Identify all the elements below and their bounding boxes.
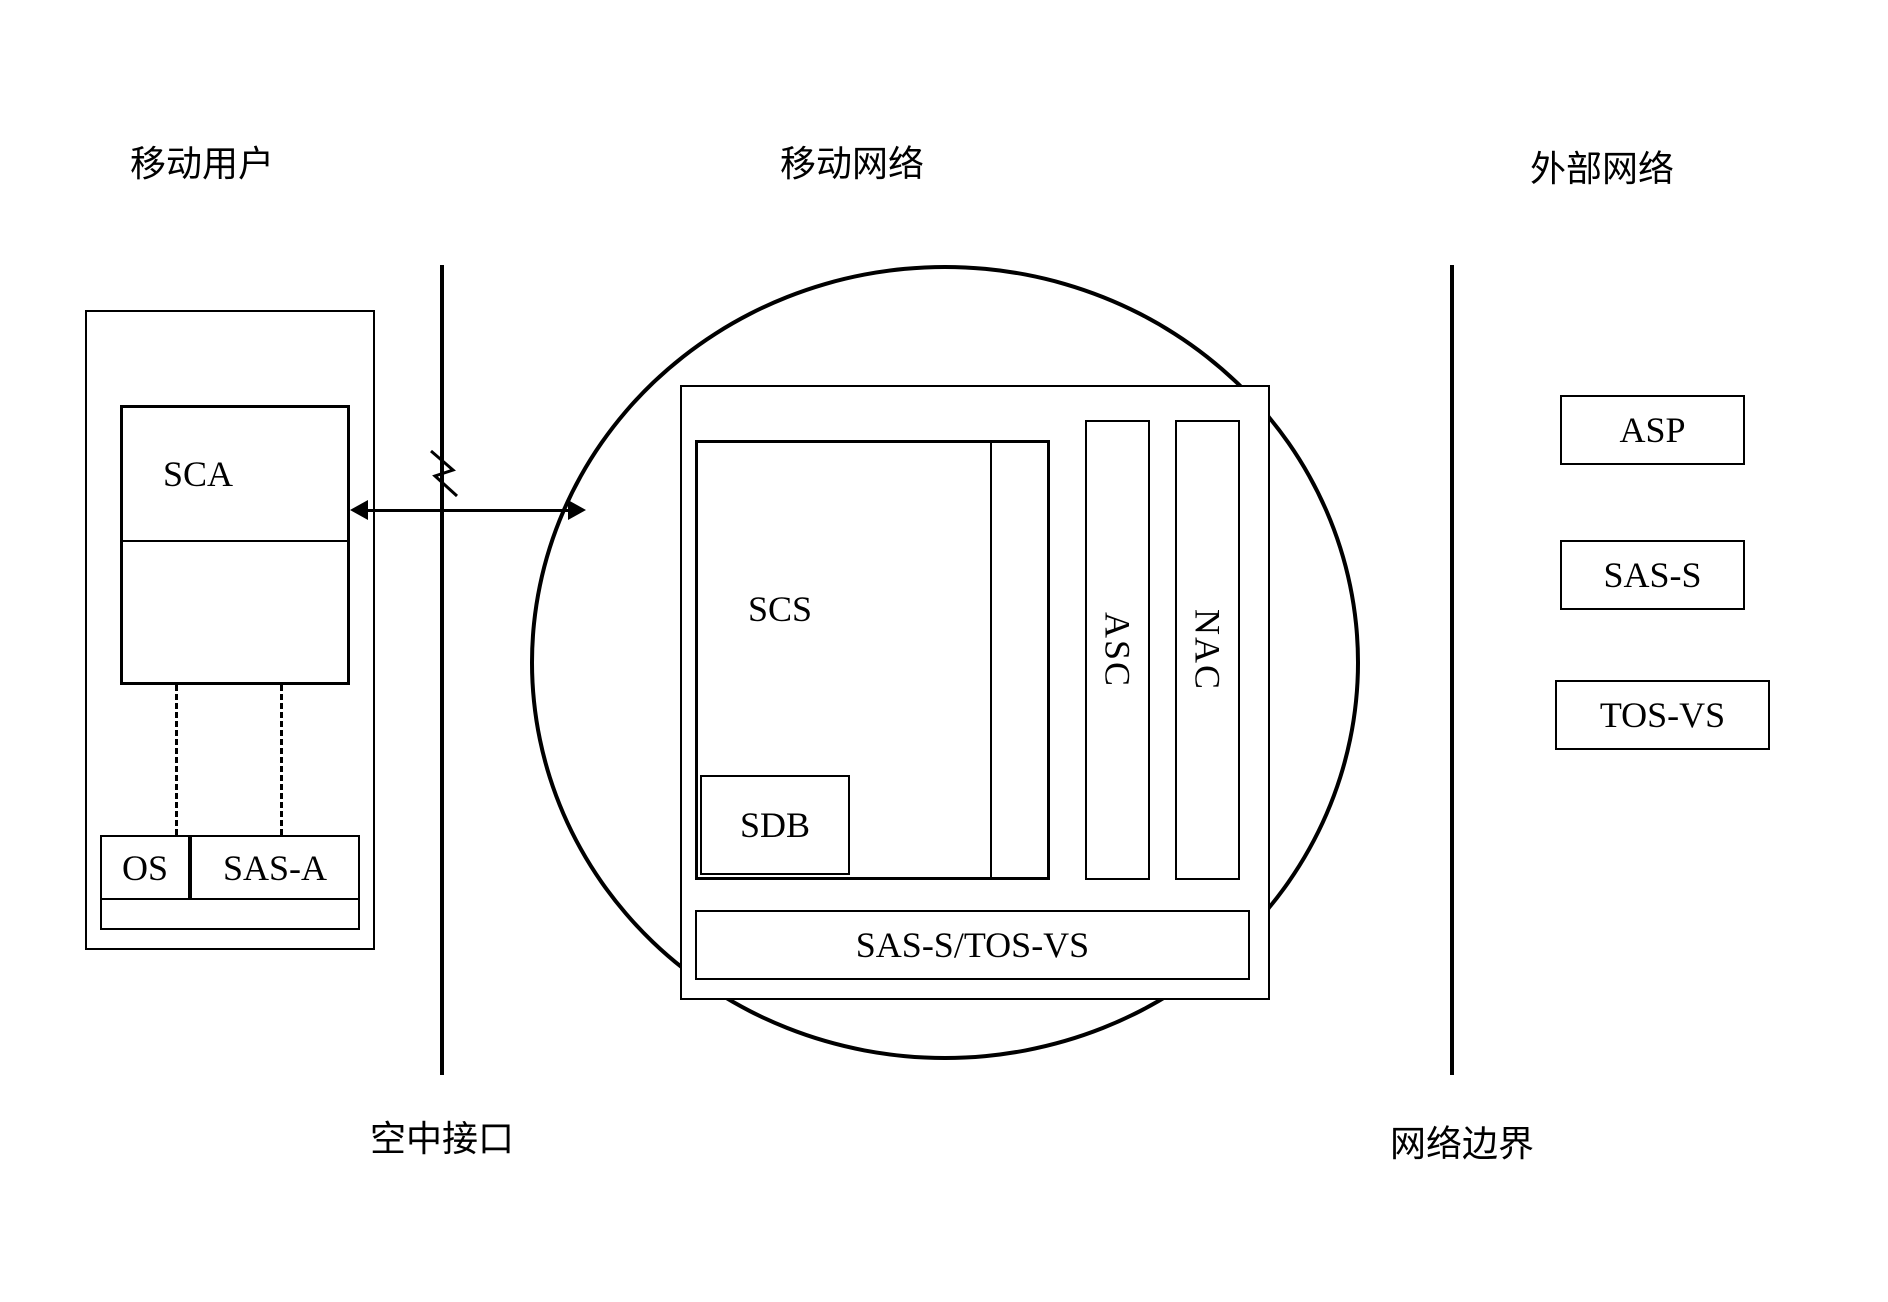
os-box: OS [100, 835, 190, 900]
sca-divider [120, 540, 350, 542]
sas-a-box: SAS-A [190, 835, 360, 900]
sdb-box: SDB [700, 775, 850, 875]
dash-line-left [175, 685, 178, 835]
network-boundary-label: 网络边界 [1390, 1115, 1534, 1167]
scs-label: SCS [698, 443, 812, 630]
mobile-user-title: 移动用户 [130, 135, 274, 187]
air-interface-line [440, 265, 444, 1075]
dash-line-right [280, 685, 283, 835]
external-network-title: 外部网络 [1530, 140, 1674, 192]
tos-vs-box: TOS-VS [1555, 680, 1770, 750]
nac-box: NAC [1175, 420, 1240, 880]
mobile-user-bottom-strip [100, 900, 360, 930]
asp-box: ASP [1560, 395, 1745, 465]
air-interface-label: 空中接口 [370, 1110, 514, 1162]
arrow-line [368, 509, 568, 512]
sca-label: SCA [123, 453, 233, 495]
sas-s-box: SAS-S [1560, 540, 1745, 610]
arrow-head-left [350, 500, 368, 520]
asc-box: ASC [1085, 420, 1150, 880]
network-boundary-line [1450, 265, 1454, 1075]
scs-right-divider [990, 440, 992, 880]
sas-tos-box: SAS-S/TOS-VS [695, 910, 1250, 980]
mobile-network-title: 移动网络 [780, 135, 924, 187]
sca-box: SCA [120, 405, 350, 685]
air-interface-zigzag-icon [423, 448, 463, 498]
nac-label: NAC [1187, 609, 1229, 691]
asc-label: ASC [1097, 612, 1139, 688]
